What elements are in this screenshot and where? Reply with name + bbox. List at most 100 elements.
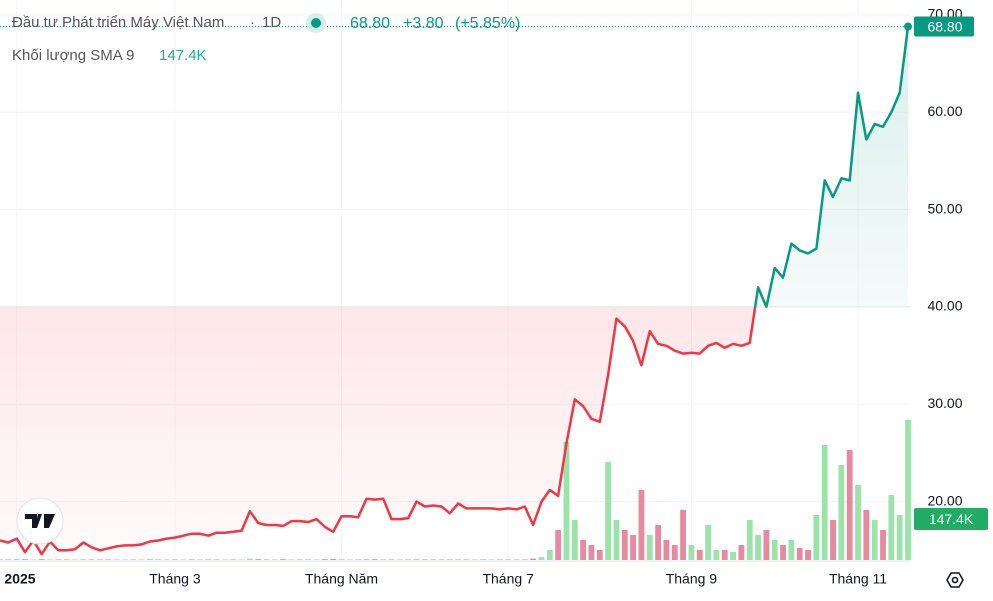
volume-bar [555, 530, 562, 560]
volume-bar [821, 445, 828, 560]
volume-bar [263, 559, 270, 560]
volume-bar [455, 559, 462, 560]
last-point [904, 22, 912, 31]
volume-legend: Khối lượng SMA 9 [12, 47, 134, 64]
volume-sma-tag-label: 147.4K [929, 511, 974, 527]
volume-bar [288, 559, 295, 560]
y-tick-label: 30.00 [927, 395, 962, 411]
volume-bar [180, 559, 187, 560]
volume-sma-legend: 147.4K [159, 47, 207, 64]
change: +3.80 [403, 15, 444, 32]
volume-bar [138, 559, 145, 560]
volume-bar [905, 420, 911, 560]
interval: 1D [262, 14, 281, 31]
volume-bar [88, 559, 95, 560]
volume-bar [863, 510, 870, 560]
volume-bar [446, 559, 453, 560]
volume-bar [771, 540, 778, 560]
volume-bar [838, 465, 845, 560]
x-tick-label: 2025 [4, 571, 35, 587]
y-tick-label: 20.00 [927, 492, 962, 508]
volume-bar [513, 559, 520, 560]
volume-bar [788, 540, 795, 560]
volume-bar [122, 559, 128, 560]
volume-bar [696, 550, 703, 560]
settings-icon[interactable] [946, 572, 964, 588]
x-tick-label: Tháng Năm [305, 571, 378, 587]
volume-bar [30, 559, 37, 560]
volume-bar [613, 520, 620, 560]
x-tick-label: Tháng 11 [829, 571, 887, 587]
last-price-tag-label: 68.80 [927, 18, 962, 34]
volume-bar [421, 559, 428, 560]
change-pct: (+5.85%) [455, 15, 520, 32]
volume-bar [213, 559, 220, 560]
volume-bar [47, 559, 53, 560]
price-line-down [0, 306, 768, 556]
volume-bar [688, 545, 695, 560]
volume-bar [638, 490, 645, 560]
volume-bar [205, 559, 212, 560]
volume-bar [530, 558, 537, 560]
volume-bar [38, 559, 45, 560]
volume-bar [580, 540, 587, 560]
volume-bar [846, 450, 853, 560]
volume-bar [172, 559, 178, 560]
volume-bar [271, 559, 278, 560]
logo-circle[interactable] [16, 497, 64, 545]
volume-bar [655, 525, 662, 560]
volume-bar [63, 559, 70, 560]
volume-sma-tag [914, 508, 988, 531]
volume-bar [430, 559, 437, 560]
volume-bar [871, 520, 878, 560]
volume-bar [571, 520, 578, 560]
y-tick-label: 40.00 [927, 298, 962, 314]
volume-bar [480, 559, 487, 560]
volume-bar [855, 485, 861, 560]
volume-bar [621, 530, 628, 560]
volume-bar [222, 559, 228, 560]
volume-bar [163, 559, 170, 560]
volume-bar [805, 550, 811, 560]
volume-bar [730, 551, 736, 560]
volume-bar [463, 559, 470, 560]
volume-bar [413, 558, 420, 560]
volume-bar [630, 535, 637, 560]
volume-bar [496, 559, 503, 560]
volume-bar [646, 535, 653, 560]
volume-bar [305, 559, 312, 560]
last-price-tag [914, 16, 974, 37]
volume-bar [796, 548, 803, 560]
volume-bar [663, 540, 670, 560]
volume-bar [230, 559, 237, 560]
volume-bar [72, 559, 78, 560]
volume-bar [80, 559, 87, 560]
volume-bar [296, 559, 303, 560]
volume-bar [546, 550, 553, 560]
volume-bar [596, 550, 603, 560]
volume-bar [147, 558, 153, 560]
x-tick-label: Tháng 3 [149, 571, 201, 587]
volume-bar [0, 559, 3, 560]
volume-bar [313, 559, 320, 560]
volume-bar [388, 559, 395, 560]
volume-bar [721, 550, 728, 560]
logo-mark [25, 514, 55, 528]
logo[interactable] [16, 497, 64, 545]
volume-bar [405, 559, 412, 560]
volume-bar [105, 559, 112, 560]
volume-bar [746, 520, 753, 560]
volume-bar [338, 559, 345, 560]
volume-bar [321, 559, 328, 560]
area-down [0, 306, 908, 555]
volume-bar [238, 559, 245, 560]
last-price: 68.80 [350, 15, 390, 32]
settings[interactable] [946, 572, 964, 588]
volume-bar [813, 515, 820, 560]
settings-dot [951, 576, 959, 584]
volume-bar [605, 461, 612, 560]
volume-bar [371, 559, 378, 560]
volume-bar [830, 520, 836, 560]
volume-bar [680, 510, 686, 560]
volume-bar [396, 559, 403, 560]
